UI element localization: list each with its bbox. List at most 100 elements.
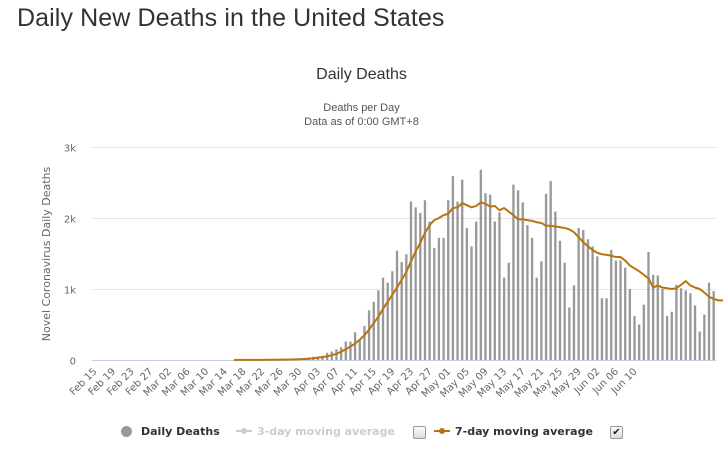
bar-daily-deaths[interactable] [647, 252, 650, 360]
bar-daily-deaths[interactable] [638, 324, 641, 361]
bar-daily-deaths[interactable] [558, 240, 562, 360]
bar-daily-deaths[interactable] [521, 202, 524, 360]
checkbox-3-day-moving-average[interactable] [413, 426, 426, 439]
bar-daily-deaths[interactable] [684, 290, 687, 360]
bar-daily-deaths[interactable] [475, 221, 478, 360]
bar-daily-deaths[interactable] [628, 289, 632, 360]
bar-daily-deaths[interactable] [405, 254, 408, 360]
bar-daily-deaths[interactable] [414, 207, 417, 360]
bars-daily-deaths [228, 169, 715, 361]
bar-daily-deaths[interactable] [395, 250, 399, 360]
bar-daily-deaths[interactable] [372, 301, 375, 360]
y-tick-label: 2k [64, 215, 76, 226]
legend-label-3-day-moving-average: 3-day moving average [257, 424, 395, 438]
gridlines [92, 147, 716, 290]
bar-daily-deaths[interactable] [707, 282, 711, 360]
bar-daily-deaths[interactable] [619, 260, 622, 360]
bar-daily-deaths[interactable] [451, 176, 455, 360]
bar-daily-deaths[interactable] [456, 201, 459, 360]
bar-daily-deaths[interactable] [661, 289, 664, 360]
bar-daily-deaths[interactable] [433, 247, 436, 360]
bar-daily-deaths[interactable] [554, 211, 557, 360]
y-tick-label: 3k [64, 144, 76, 155]
bar-daily-deaths[interactable] [651, 274, 655, 360]
chart-plot: 0 1k 2k 3k Novel Coronavirus Daily Deaths F… [40, 144, 723, 400]
bar-daily-deaths[interactable] [447, 200, 450, 360]
bar-daily-deaths[interactable] [582, 230, 585, 360]
bar-daily-deaths[interactable] [526, 225, 529, 360]
bar-daily-deaths[interactable] [339, 347, 343, 360]
bar-daily-deaths[interactable] [400, 262, 403, 360]
bar-daily-deaths[interactable] [470, 246, 473, 360]
bar-daily-deaths[interactable] [502, 277, 506, 360]
bar-daily-deaths[interactable] [568, 307, 571, 360]
bar-daily-deaths[interactable] [344, 341, 347, 360]
bar-daily-deaths[interactable] [670, 311, 673, 360]
bar-daily-deaths[interactable] [484, 193, 487, 360]
bar-daily-deaths[interactable] [479, 169, 482, 360]
bar-daily-deaths[interactable] [353, 332, 357, 360]
legend: Daily Deaths 3-day moving average 7-day … [0, 423, 723, 441]
bar-daily-deaths[interactable] [488, 194, 492, 360]
bar-daily-deaths[interactable] [549, 181, 552, 360]
bar-daily-deaths[interactable] [381, 277, 385, 360]
bar-daily-deaths[interactable] [442, 237, 445, 360]
bar-daily-deaths[interactable] [423, 200, 427, 360]
bar-daily-deaths[interactable] [600, 298, 604, 360]
bar-daily-deaths[interactable] [386, 282, 389, 360]
bar-daily-deaths[interactable] [563, 262, 566, 360]
bar-daily-deaths[interactable] [363, 325, 366, 360]
bar-daily-deaths[interactable] [675, 284, 678, 360]
bar-daily-deaths[interactable] [391, 271, 394, 360]
legend-item-3-day-moving-average[interactable]: 3-day moving average [236, 423, 395, 439]
bar-daily-deaths[interactable] [465, 227, 469, 360]
bar-daily-deaths[interactable] [377, 290, 380, 360]
bar-daily-deaths[interactable] [358, 340, 361, 360]
bar-daily-deaths[interactable] [693, 305, 697, 360]
bar-daily-deaths[interactable] [642, 304, 645, 360]
bar-daily-deaths[interactable] [698, 331, 701, 360]
bar-daily-deaths[interactable] [512, 184, 515, 360]
bar-daily-deaths[interactable] [633, 315, 636, 360]
checkbox-7-day-moving-average[interactable]: ✔ [610, 426, 623, 439]
bar-daily-deaths[interactable] [498, 212, 501, 360]
bar-daily-deaths[interactable] [689, 293, 692, 360]
bar-daily-deaths[interactable] [577, 227, 580, 360]
bar-daily-deaths[interactable] [540, 261, 543, 360]
bar-daily-deaths[interactable] [516, 190, 520, 360]
bar-daily-deaths[interactable] [409, 201, 413, 360]
bar-daily-deaths[interactable] [610, 249, 613, 360]
bar-daily-deaths[interactable] [544, 193, 548, 360]
legend-item-7-day-moving-average[interactable]: 7-day moving average [434, 423, 593, 439]
bar-daily-deaths[interactable] [703, 314, 706, 360]
line-7-day-moving-average [234, 201, 723, 361]
bar-daily-deaths[interactable] [530, 237, 534, 360]
page-title: Daily New Deaths in the United States [17, 4, 445, 32]
bar-daily-deaths[interactable] [591, 246, 594, 360]
bar-daily-deaths[interactable] [712, 291, 715, 360]
bar-daily-deaths[interactable] [437, 237, 441, 360]
line-marker-icon [236, 428, 252, 434]
y-axis-tick-labels: 0 1k 2k 3k [64, 144, 76, 368]
bar-daily-deaths[interactable] [614, 260, 618, 360]
bar-daily-deaths[interactable] [419, 213, 422, 360]
legend-item-daily-deaths[interactable]: Daily Deaths [121, 423, 220, 439]
bar-daily-deaths[interactable] [656, 275, 659, 360]
bar-daily-deaths[interactable] [605, 298, 608, 360]
y-tick-label: 0 [70, 357, 76, 368]
bar-daily-deaths[interactable] [507, 262, 510, 360]
bar-daily-deaths[interactable] [624, 267, 627, 360]
bar-daily-deaths[interactable] [349, 341, 352, 360]
bar-daily-deaths[interactable] [367, 310, 371, 360]
bar-daily-deaths[interactable] [586, 239, 590, 360]
bar-daily-deaths[interactable] [493, 221, 496, 360]
bar-daily-deaths[interactable] [572, 285, 576, 360]
bar-daily-deaths[interactable] [535, 277, 538, 360]
bar-daily-deaths[interactable] [461, 179, 464, 360]
chart-subtitle-line-1: Deaths per Day [323, 102, 400, 114]
bar-daily-deaths[interactable] [665, 315, 669, 360]
bar-daily-deaths[interactable] [596, 256, 599, 360]
bar-daily-deaths[interactable] [679, 288, 683, 360]
bar-daily-deaths[interactable] [428, 221, 431, 360]
